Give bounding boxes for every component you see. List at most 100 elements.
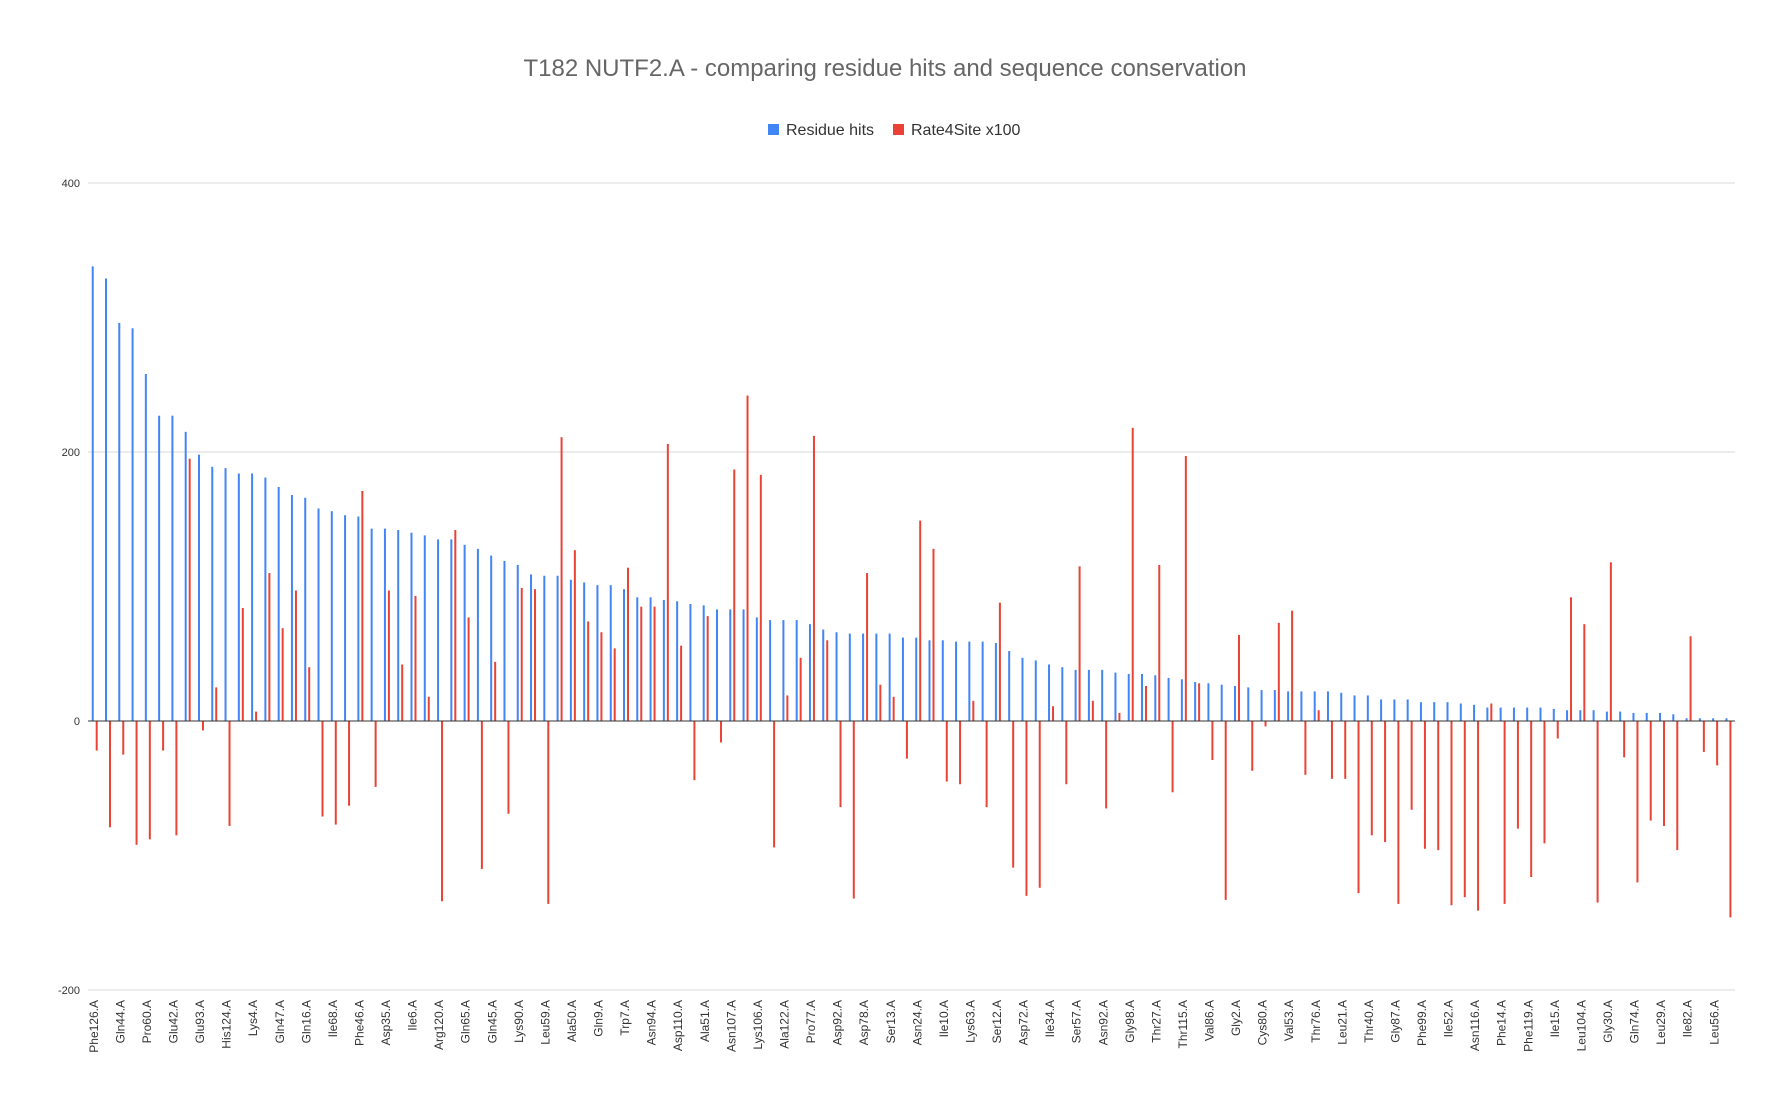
bar-residue-hits bbox=[1366, 695, 1369, 721]
series-residue-hits bbox=[91, 266, 1728, 722]
x-tick-label: Gly2.A bbox=[1229, 1000, 1243, 1036]
legend-label-rate4site: Rate4Site x100 bbox=[911, 122, 1021, 139]
bar-residue-hits bbox=[171, 415, 174, 721]
bar-residue-hits bbox=[1154, 675, 1157, 721]
bar-rate4site bbox=[547, 721, 550, 904]
legend-swatch-rate4site bbox=[893, 124, 904, 135]
bar-rate4site bbox=[162, 721, 165, 751]
bar-residue-hits bbox=[941, 640, 944, 721]
bar-residue-hits bbox=[596, 585, 599, 721]
bar-rate4site bbox=[1490, 703, 1493, 721]
bar-residue-hits bbox=[330, 511, 333, 721]
bar-residue-hits bbox=[1632, 712, 1635, 721]
bar-residue-hits bbox=[1247, 687, 1250, 722]
bar-rate4site bbox=[719, 721, 722, 743]
x-tick-label: Asn94.A bbox=[645, 1000, 659, 1045]
bar-rate4site bbox=[1689, 636, 1692, 721]
x-tick-label: Pro60.A bbox=[140, 1000, 154, 1043]
bar-rate4site bbox=[693, 721, 696, 781]
bar-residue-hits bbox=[1592, 710, 1595, 721]
x-tick-label: Asn92.A bbox=[1096, 1000, 1110, 1045]
series-rate4site bbox=[95, 395, 1732, 918]
bar-rate4site bbox=[932, 548, 935, 721]
bar-residue-hits bbox=[1087, 669, 1090, 721]
x-tick-label: Ile52.A bbox=[1442, 1000, 1456, 1037]
bar-residue-hits bbox=[689, 603, 692, 721]
bar-residue-hits bbox=[1393, 699, 1396, 721]
bar-residue-hits bbox=[1419, 702, 1422, 721]
x-tick-label: Phe14.A bbox=[1495, 1000, 1509, 1046]
bar-residue-hits bbox=[118, 322, 121, 721]
bar-rate4site bbox=[1065, 721, 1068, 785]
bar-rate4site bbox=[773, 721, 776, 848]
bar-residue-hits bbox=[290, 495, 293, 721]
bar-residue-hits bbox=[1061, 667, 1064, 721]
x-tick-label: Asp35.A bbox=[379, 1000, 393, 1045]
x-tick-label: His124.A bbox=[220, 1000, 234, 1049]
bar-rate4site bbox=[852, 721, 855, 899]
bar-residue-hits bbox=[184, 431, 187, 721]
bar-rate4site bbox=[812, 435, 815, 721]
bar-rate4site bbox=[494, 661, 497, 721]
bar-residue-hits bbox=[1114, 672, 1117, 721]
bar-rate4site bbox=[281, 628, 284, 721]
bar-residue-hits bbox=[808, 624, 811, 721]
x-tick-label: Gln9.A bbox=[592, 1000, 606, 1037]
x-tick-label: Arg120.A bbox=[432, 1000, 446, 1050]
x-tick-label: Gln16.A bbox=[299, 1000, 313, 1043]
bar-rate4site bbox=[998, 602, 1001, 721]
bar-rate4site bbox=[1277, 622, 1280, 721]
bar-residue-hits bbox=[1074, 669, 1077, 721]
bar-rate4site bbox=[1596, 721, 1599, 903]
bar-residue-hits bbox=[1579, 710, 1582, 721]
y-tick-label: 400 bbox=[62, 178, 80, 190]
bar-residue-hits bbox=[888, 633, 891, 721]
bar-rate4site bbox=[1570, 597, 1573, 721]
bar-rate4site bbox=[387, 590, 390, 721]
bar-residue-hits bbox=[1326, 691, 1329, 721]
x-tick-label: Val86.A bbox=[1203, 1000, 1217, 1041]
x-tick-label: Leu56.A bbox=[1707, 1000, 1721, 1045]
bar-residue-hits bbox=[742, 609, 745, 721]
x-tick-label: Thr76.A bbox=[1309, 1000, 1323, 1043]
bar-residue-hits bbox=[105, 278, 107, 721]
bar-residue-hits bbox=[530, 574, 533, 721]
bar-residue-hits bbox=[994, 642, 997, 721]
bar-residue-hits bbox=[769, 620, 772, 722]
bar-residue-hits bbox=[410, 532, 413, 721]
bar-residue-hits bbox=[158, 415, 161, 721]
bar-rate4site bbox=[1264, 721, 1267, 727]
bar-rate4site bbox=[215, 687, 218, 722]
x-tick-label: Ile6.A bbox=[406, 1000, 420, 1031]
bar-rate4site bbox=[108, 721, 111, 828]
bar-residue-hits bbox=[1141, 673, 1144, 721]
bar-rate4site bbox=[706, 616, 709, 721]
bar-residue-hits bbox=[1698, 718, 1701, 721]
bar-residue-hits bbox=[782, 620, 785, 722]
bar-residue-hits bbox=[981, 641, 984, 721]
bar-residue-hits bbox=[131, 328, 134, 721]
bar-residue-hits bbox=[1260, 690, 1263, 721]
x-tick-label: Asp72.A bbox=[1017, 1000, 1031, 1045]
legend-label-residue-hits: Residue hits bbox=[786, 122, 874, 139]
bar-residue-hits bbox=[649, 597, 652, 721]
bar-residue-hits bbox=[1167, 677, 1170, 721]
x-tick-label: Ser57.A bbox=[1070, 1000, 1084, 1043]
bar-rate4site bbox=[1516, 721, 1519, 829]
bar-residue-hits bbox=[383, 528, 386, 721]
bar-residue-hits bbox=[423, 535, 426, 721]
bar-residue-hits bbox=[211, 466, 214, 721]
bar-rate4site bbox=[1384, 721, 1387, 843]
bar-residue-hits bbox=[543, 575, 546, 721]
bar-residue-hits bbox=[955, 641, 958, 721]
bar-rate4site bbox=[1211, 721, 1214, 760]
x-tick-label: Lys106.A bbox=[751, 1000, 765, 1050]
bar-residue-hits bbox=[623, 589, 626, 721]
bar-rate4site bbox=[640, 606, 643, 721]
bar-rate4site bbox=[188, 458, 191, 721]
bar-residue-hits bbox=[928, 640, 931, 721]
bar-residue-hits bbox=[1446, 702, 1449, 721]
bar-residue-hits bbox=[1380, 699, 1383, 721]
bar-residue-hits bbox=[1725, 718, 1728, 721]
bar-residue-hits bbox=[729, 609, 732, 721]
